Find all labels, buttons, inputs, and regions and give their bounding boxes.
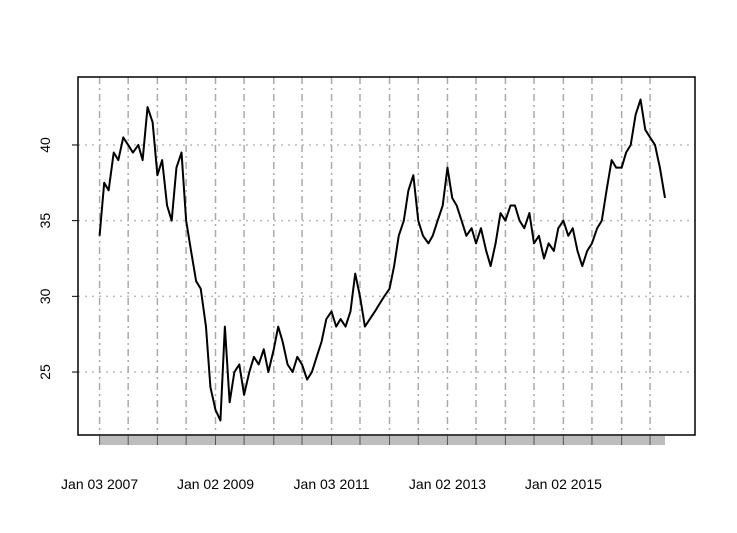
y-tick-label: 40	[37, 137, 53, 153]
plot-frame	[77, 76, 696, 436]
x-tick-label: Jan 02 2015	[525, 476, 602, 492]
y-tick-label: 25	[37, 364, 53, 380]
x-axis-band	[99, 436, 665, 445]
x-tick-label: Jan 03 2011	[294, 476, 370, 492]
price-line	[98, 98, 666, 422]
y-tick-label: 35	[37, 213, 53, 229]
y-tick-label: 30	[37, 288, 53, 304]
x-tick-label: Jan 02 2009	[177, 476, 254, 492]
x-tick-label: Jan 03 2007	[61, 476, 138, 492]
x-tick-label: Jan 02 2013	[409, 476, 486, 492]
